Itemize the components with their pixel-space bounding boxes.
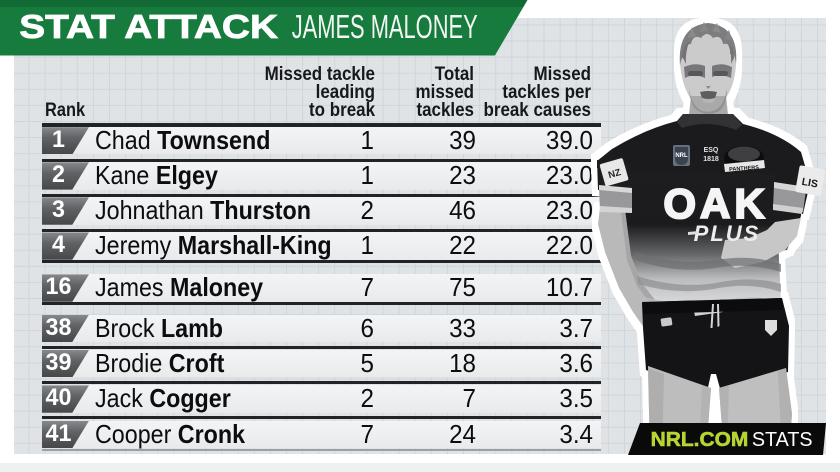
svg-text:JAMES MALONEY: JAMES MALONEY	[292, 8, 478, 45]
svg-text:PANTHERS: PANTHERS	[729, 165, 760, 173]
svg-text:LIS: LIS	[801, 176, 819, 191]
svg-text:PLUS: PLUS	[694, 221, 761, 246]
svg-text:NZ: NZ	[607, 167, 622, 181]
svg-text:ESQ: ESQ	[704, 147, 719, 154]
svg-text:1818: 1818	[703, 156, 719, 163]
svg-text:STATS: STATS	[752, 428, 813, 451]
svg-text:NRL: NRL	[675, 153, 688, 159]
svg-text:NRL.COM: NRL.COM	[651, 428, 749, 451]
svg-text:STAT ATTACK: STAT ATTACK	[19, 8, 278, 45]
svg-text:OAK: OAK	[663, 180, 768, 227]
